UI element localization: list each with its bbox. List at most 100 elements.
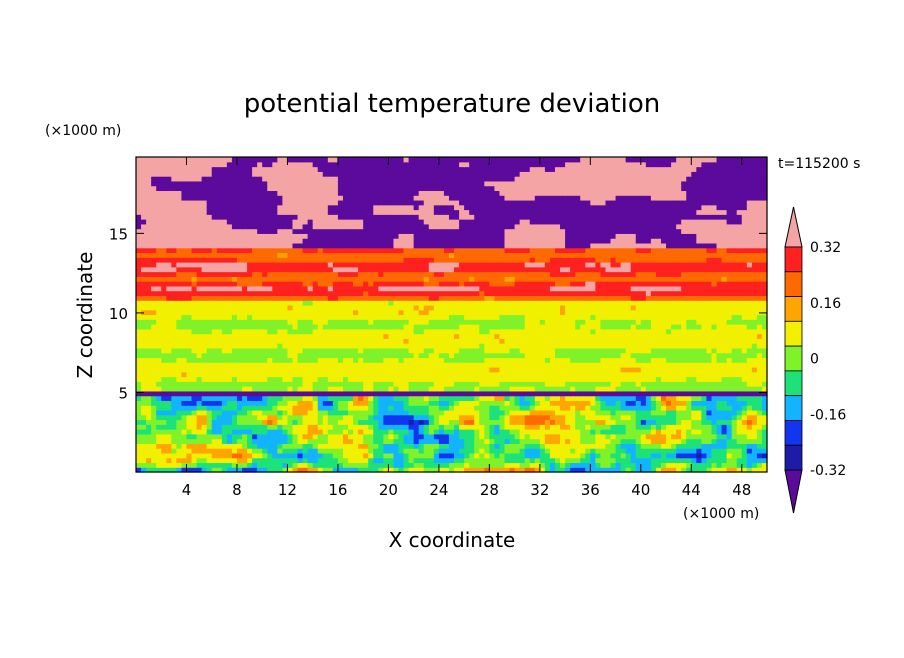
field-cell <box>671 457 677 464</box>
field-cell <box>413 343 420 349</box>
field-cell <box>317 414 324 421</box>
field-cell <box>342 429 349 435</box>
field-cell <box>297 343 304 349</box>
field-cell <box>615 352 622 359</box>
field-cell <box>388 285 395 292</box>
field-cell <box>226 457 233 464</box>
field-cell <box>171 424 177 430</box>
field-cell <box>529 452 536 459</box>
field-cell <box>761 362 768 368</box>
field-cell <box>358 347 364 354</box>
field-cell <box>731 424 738 430</box>
field-cell <box>479 362 485 368</box>
field-cell <box>731 347 738 354</box>
field-cell <box>348 309 354 316</box>
field-cell <box>610 324 617 330</box>
field-cell <box>610 448 617 454</box>
field-cell <box>756 429 763 435</box>
field-cell <box>433 467 440 473</box>
field-cell <box>595 386 602 392</box>
field-cell <box>741 414 748 421</box>
field-cell <box>716 424 723 430</box>
field-cell <box>146 443 152 449</box>
field-cell <box>297 405 304 411</box>
field-cell <box>756 443 763 449</box>
field-cell <box>489 457 496 464</box>
field-cell <box>761 409 768 416</box>
field-cell <box>448 367 455 373</box>
field-cell <box>706 281 713 287</box>
field-cell <box>459 357 465 363</box>
field-cell <box>529 414 536 421</box>
field-cell <box>186 424 193 430</box>
field-cell <box>292 381 299 387</box>
field-cell <box>247 386 253 392</box>
field-cell <box>342 314 349 320</box>
field-cell <box>741 333 748 339</box>
field-cell <box>297 362 304 368</box>
field-cell <box>479 295 485 301</box>
field-cell <box>322 429 329 435</box>
field-cell <box>297 309 304 316</box>
field-cell <box>332 319 339 325</box>
field-cell <box>741 309 748 316</box>
field-cell <box>514 386 521 392</box>
field-cell <box>252 343 258 349</box>
field-cell <box>736 328 743 335</box>
field-cell <box>398 386 405 392</box>
field-cell <box>403 319 410 325</box>
field-cell <box>610 328 617 335</box>
field-cell <box>252 376 258 382</box>
field-cell <box>186 290 193 297</box>
field-cell <box>691 448 697 454</box>
field-cell <box>751 371 758 378</box>
field-cell <box>761 395 768 402</box>
field-cell <box>554 309 561 316</box>
field-cell <box>221 367 228 373</box>
field-cell <box>524 367 531 373</box>
field-cell <box>191 338 198 344</box>
field-cell <box>635 309 642 316</box>
field-cell <box>625 457 632 464</box>
field-cell <box>423 357 430 363</box>
field-cell <box>332 324 339 330</box>
field-cell <box>736 409 743 416</box>
field-cell <box>645 424 652 430</box>
field-cell <box>247 357 253 363</box>
field-cell <box>544 448 551 454</box>
field-cell <box>388 424 395 430</box>
field-cell <box>666 281 672 287</box>
field-cell <box>353 414 359 421</box>
field-cell <box>413 300 420 306</box>
field-cell <box>317 362 324 368</box>
field-cell <box>342 343 349 349</box>
field-cell <box>615 319 622 325</box>
field-cell <box>726 343 733 349</box>
field-cell <box>408 395 415 402</box>
field-cell <box>746 367 753 373</box>
field-cell <box>191 405 198 411</box>
field-cell <box>378 467 384 473</box>
field-cell <box>605 462 612 468</box>
field-cell <box>731 319 738 325</box>
field-cell <box>585 381 591 387</box>
field-cell <box>423 333 430 339</box>
field-cell <box>136 333 142 339</box>
field-cell <box>186 362 193 368</box>
field-cell <box>575 452 581 459</box>
field-cell <box>726 367 733 373</box>
field-cell <box>161 328 167 335</box>
field-cell <box>519 376 526 382</box>
field-cell <box>176 405 183 411</box>
field-cell <box>761 300 768 306</box>
field-cell <box>247 381 253 387</box>
field-cell <box>282 414 289 421</box>
field-cell <box>408 295 415 301</box>
field-cell <box>484 343 490 349</box>
field-cell <box>585 362 591 368</box>
field-cell <box>726 452 733 459</box>
field-cell <box>368 443 374 449</box>
field-cell <box>317 281 324 287</box>
field-cell <box>146 409 152 416</box>
field-cell <box>590 343 596 349</box>
